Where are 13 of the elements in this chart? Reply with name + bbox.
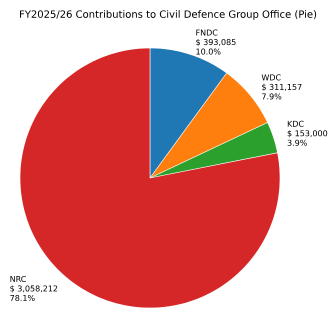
slice-label: KDC: [288, 120, 304, 127]
text: 10.0%: [196, 48, 221, 55]
text: 3.9%: [288, 140, 307, 146]
text: 78.1%: [10, 294, 35, 301]
chart-title: FY2025/26 Contributions to Civil Defence Group Office (Pie): [20, 10, 316, 20]
text: 7.9%: [262, 93, 282, 100]
data-label: $ 311,157: [262, 84, 302, 92]
slice-label: NRC: [10, 276, 26, 282]
slice-label: WDC: [262, 74, 281, 80]
data-label: $ 153,000: [288, 130, 328, 138]
data-label: $ 3,058,212: [10, 285, 58, 293]
data-label: $ 393,085: [196, 38, 236, 46]
slice-label: FNDC: [196, 30, 218, 36]
